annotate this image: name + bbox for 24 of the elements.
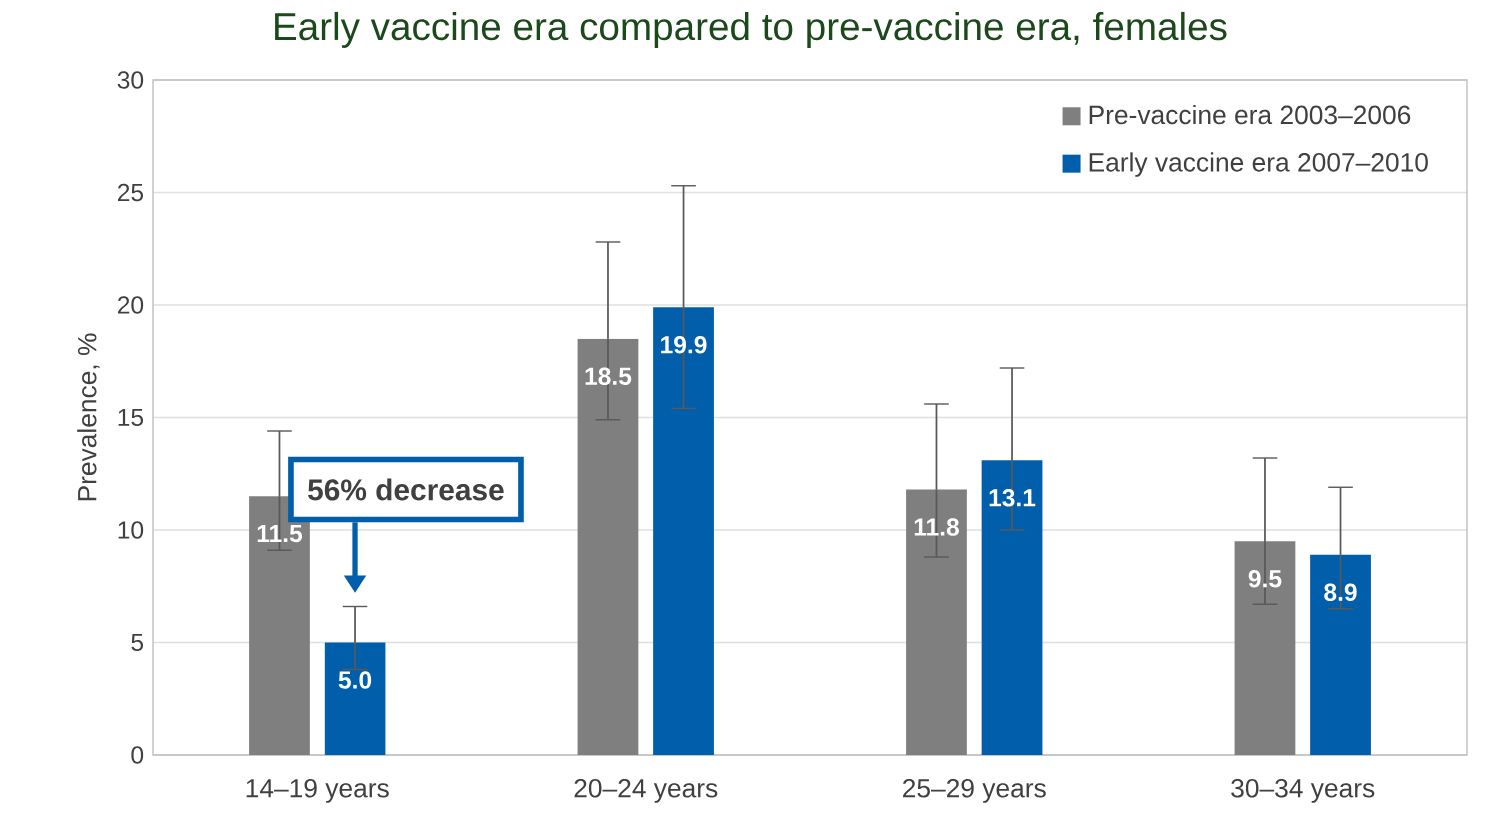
data-label: 19.9 [661,336,707,354]
y-tick-label: 0 [131,746,144,764]
legend-label: Pre-vaccine era 2003–2006 [1089,104,1411,125]
data-label: 18.5 [585,367,632,385]
x-tick-label: 20–24 years [574,778,718,803]
x-tick-label: 14–19 years [246,778,389,803]
x-tick-label: 30–34 years [1231,778,1375,803]
y-tick-label: 10 [118,521,144,539]
y-axis-title: Prevalence, % [77,333,100,501]
y-tick-label: 5 [131,633,144,652]
legend-label: Early vaccine era 2007–2010 [1089,152,1428,177]
x-tick-label: 25–29 years [903,778,1046,803]
data-label: 8.9 [1324,583,1357,601]
data-label: 9.5 [1248,570,1282,588]
y-tick-label: 25 [117,183,144,202]
annotation: 56% decrease [308,478,504,501]
y-tick-label: 20 [117,296,144,314]
chart-title: Early vaccine era compared to pre-vaccine era, females [275,11,1227,48]
data-label: 11.8 [914,518,959,536]
data-label: 13.1 [989,489,1036,507]
y-tick-label: 15 [118,408,144,427]
data-label: 5.0 [338,671,372,689]
data-label: 11.5 [257,525,303,543]
y-tick-label: 30 [117,71,144,89]
